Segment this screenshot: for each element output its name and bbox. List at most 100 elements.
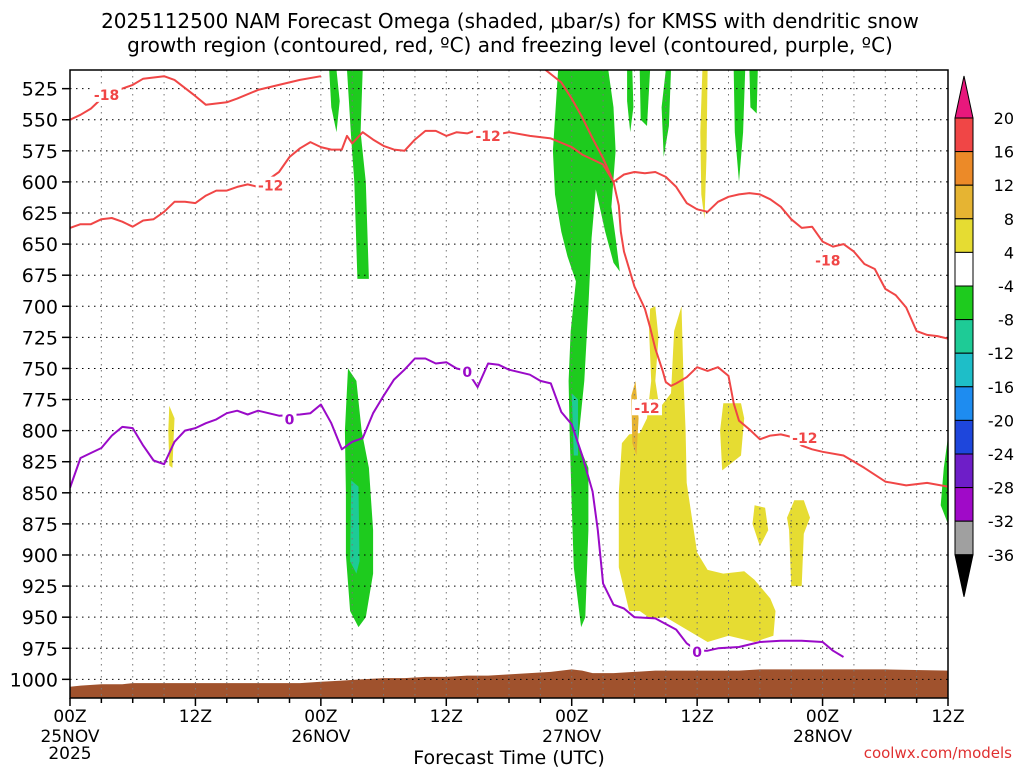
contour-label-minus12-b-bg [473,126,504,143]
colorbar-label-3: 8 [1004,210,1014,229]
colorbar-box-8 [954,352,974,388]
contour-dgz_minus18_upper [70,75,322,121]
contour-label-zero-a-bg [282,410,297,427]
omega-area-green-1 [347,70,369,279]
colorbar-box-5 [954,251,974,287]
colorbar-label-6: -8 [998,311,1014,330]
x-tick-date-48: 27NOV [542,727,601,747]
colorbar-label-12: -32 [988,512,1014,531]
contour-label-minus18-b-bg [812,251,843,268]
x-axis-label: Forecast Time (UTC) [413,747,604,768]
x-tick-label-36: 12Z [430,707,463,727]
plot-frame [69,69,949,699]
x-tick-year-0: 2025 [48,744,91,764]
omega-area-yellow-14 [618,306,776,642]
x-tick-label-0: 00Z [53,707,86,727]
x-tick-label-12: 12Z [179,707,212,727]
y-tick-label-800: 800 [22,421,58,443]
x-tick-label-84: 12Z [931,707,964,727]
colorbar-label-13: -36 [988,546,1014,565]
y-tick-label-850: 850 [22,483,58,505]
omega-area-green-0 [329,70,340,133]
omega-area-green-8 [344,368,374,628]
colorbar-label-7: -12 [988,344,1014,363]
contour-freezing_level [70,357,845,658]
contour-label-minus12-c: -12 [634,401,659,417]
colorbar-box-7 [954,319,974,354]
y-tick-label-975: 975 [22,638,58,660]
omega-area-yellow-13 [168,405,175,468]
omega-area-green-6 [733,70,746,182]
contour-label-minus18-a: -18 [94,88,119,104]
x-tick-label-24: 00Z [304,707,337,727]
y-tick-label-875: 875 [22,514,58,536]
colorbar-label-5: -4 [998,277,1014,296]
contour-label-minus12-d: -12 [792,431,817,447]
colorbar-label-10: -24 [988,445,1014,464]
colorbar-box-1 [954,117,974,153]
colorbar-cap-top [954,75,974,119]
contour-label-minus18-a-bg [91,85,122,102]
y-tick-label-625: 625 [22,203,58,225]
plot-area: -18 -12 -12 -18 -12 -12 0 0 0 [70,70,948,698]
omega-area-green-3 [627,70,634,133]
colorbar-box-2 [954,151,974,186]
omega-area-yellow-12 [700,70,708,220]
y-tick-label-950: 950 [22,607,58,629]
y-tick-label-750: 750 [22,358,58,380]
omega-area-green-9 [940,436,948,524]
contour-label-zero-c: 0 [692,645,702,661]
contour-label-zero-b: 0 [462,365,472,381]
gridlines [70,70,948,698]
y-tick-label-525: 525 [22,79,58,101]
colorbar-box-11 [954,453,974,489]
contour-label-minus12-c-bg [631,399,662,416]
y-tick-label-700: 700 [22,296,58,318]
colorbar-box-12 [954,487,974,522]
omega-area-yellow-17 [787,500,810,587]
colorbar-box-13 [954,520,974,556]
x-tick-date-24: 26NOV [291,727,350,747]
contour-dgz_minus18_mid [544,70,948,488]
omega-shading [168,70,948,642]
y-tick-label-675: 675 [22,265,58,287]
credit-text: coolwx.com/models [864,744,1012,762]
colorbar: 20 16 12 8 4 -4 -8 -12 -16 -20 -24 -28 -32 -36 [954,75,1014,597]
colorbar-label-2: 12 [994,176,1014,195]
omega-area-green-7 [749,70,758,114]
chart-title-line2: growth region (contoured, red, ºC) and f… [127,33,893,57]
omega-area-green-2 [552,70,620,628]
contour-label-zero-c-bg [690,642,705,659]
y-tick-label-925: 925 [22,576,58,598]
contour-label-minus12-d-bg [789,429,820,446]
y-tick-label-1000: 1000 [10,669,58,691]
x-tick-date-0: 25NOV [40,727,99,747]
contour-label-minus12-a: -12 [258,179,283,195]
y-tick-label-550: 550 [22,110,58,132]
omega-area-green-5 [661,70,671,157]
omega-area-teal-10 [350,480,360,574]
omega-area-green-4 [639,70,651,126]
colorbar-cap-bottom [954,554,974,597]
x-tick-label-48: 00Z [555,707,588,727]
colorbar-label-4: 4 [1004,243,1014,262]
contour-label-zero-a: 0 [285,412,295,428]
contour-label-minus12-a-bg [255,176,286,193]
colorbar-label-9: -20 [988,411,1014,430]
colorbar-label-0: 20 [994,109,1014,128]
x-tick-label-72: 00Z [806,707,839,727]
y-tick-label-825: 825 [22,452,58,474]
colorbar-box-4 [954,218,974,253]
omega-area-yellow-16 [752,505,769,547]
colorbar-label-1: 16 [994,143,1014,162]
contours: -18 -12 -12 -18 -12 -12 0 0 0 [70,70,948,661]
colorbar-box-10 [954,419,974,455]
colorbar-box-9 [954,386,974,421]
x-tick-date-72: 28NOV [793,727,852,747]
x-tick-label-60: 12Z [681,707,714,727]
contour-label-zero-b-bg [460,363,475,380]
colorbar-label-8: -16 [988,378,1014,397]
y-tick-label-775: 775 [22,390,58,412]
